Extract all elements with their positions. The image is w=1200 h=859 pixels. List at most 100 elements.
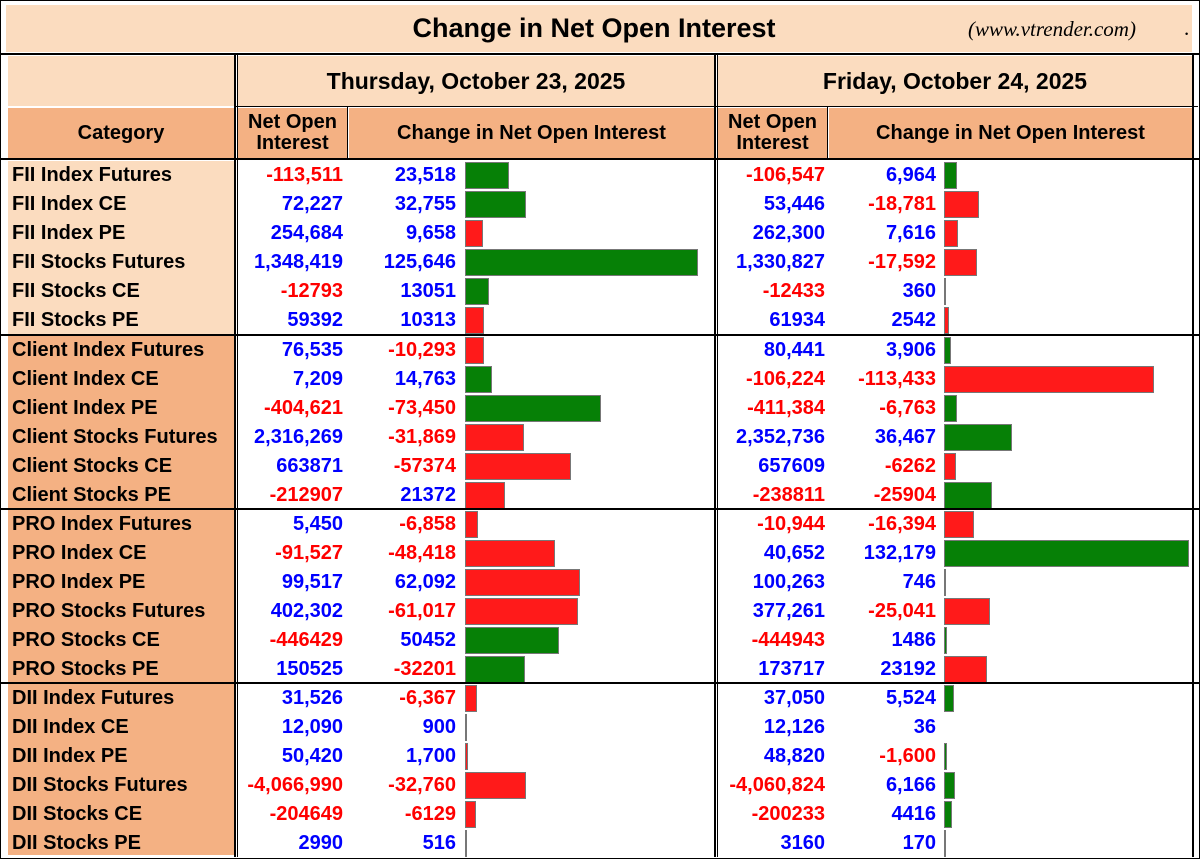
category-label: DII Index PE [12, 745, 128, 767]
noi-day2: 262,300 [752, 222, 825, 244]
change-day2: 5,524 [885, 687, 936, 709]
noi-day1: -91,527 [275, 542, 343, 564]
change-bar-day1 [465, 540, 555, 567]
category-label: PRO Stocks PE [12, 658, 159, 680]
change-day1: -10,293 [388, 339, 456, 361]
change-day2: 4416 [891, 803, 937, 825]
noi-day1: 150525 [276, 658, 343, 680]
change-bar-day2 [944, 772, 955, 799]
noi-day2: 1,330,827 [736, 251, 825, 273]
change-bar-day2 [944, 191, 979, 218]
category-label: FII Index CE [12, 193, 127, 215]
change-bar-day2 [944, 278, 946, 305]
change-day2: 132,179 [863, 542, 936, 564]
header-noi-day2: Net Open Interest [718, 108, 827, 158]
change-bar-day2 [944, 220, 958, 247]
change-day1: 13051 [400, 280, 456, 302]
noi-day1: 5,450 [292, 513, 343, 535]
change-bar-day2 [944, 569, 946, 596]
col-divider-category-inner [237, 55, 238, 857]
change-day2: 7,616 [885, 222, 936, 244]
change-bar-day1 [465, 453, 571, 480]
change-day1: -73,450 [388, 397, 456, 419]
noi-day1: 72,227 [281, 193, 343, 215]
title-bar [6, 5, 1192, 52]
change-bar-day2 [944, 482, 992, 509]
change-bar-day1 [465, 598, 578, 625]
change-day1: 32,755 [394, 193, 456, 215]
change-day1: -31,869 [388, 426, 456, 448]
header-change-day2: Change in Net Open Interest [829, 108, 1192, 158]
change-day2: 23192 [880, 658, 936, 680]
change-bar-day2 [944, 424, 1012, 451]
change-day1: -6,858 [399, 513, 456, 535]
change-bar-day1 [465, 743, 468, 770]
noi-day2: -238811 [752, 484, 825, 506]
change-day1: 125,646 [383, 251, 456, 273]
category-label: DII Index CE [12, 716, 129, 738]
category-label: Client Index Futures [12, 339, 205, 361]
change-day2: 36 [913, 716, 936, 738]
change-day1: 50452 [400, 629, 456, 651]
noi-day2: -10,944 [757, 513, 825, 535]
change-day1: 9,658 [405, 222, 456, 244]
noi-day1: 1,348,419 [254, 251, 343, 273]
category-label: DII Stocks PE [12, 832, 141, 854]
group-bg-fii [8, 161, 234, 334]
category-label: DII Stocks CE [12, 803, 143, 825]
change-bar-day1 [465, 220, 483, 247]
noi-day1: 76,535 [281, 339, 343, 361]
noi-day1: -113,511 [266, 164, 343, 186]
change-bar-day1 [465, 424, 524, 451]
title-dot: . [1184, 16, 1190, 40]
category-label: FII Stocks CE [12, 280, 140, 302]
change-day1: 21372 [400, 484, 456, 506]
change-bar-day1 [465, 830, 467, 857]
category-label: Client Index PE [12, 397, 158, 419]
noi-day2: 173717 [758, 658, 825, 680]
change-bar-day1 [465, 714, 467, 741]
col-divider-noi2 [827, 107, 828, 160]
noi-day1: 59392 [287, 309, 343, 331]
change-bar-day2 [944, 801, 952, 828]
title-divider [0, 53, 1200, 55]
group-bg-dii [8, 684, 234, 855]
change-bar-day1 [465, 511, 478, 538]
change-bar-day1 [465, 162, 509, 189]
change-day1: 1,700 [405, 745, 456, 767]
noi-day2: 61934 [769, 309, 825, 331]
group-divider-1 [0, 334, 1200, 336]
change-day1: -6129 [404, 803, 456, 825]
noi-day1: 12,090 [281, 716, 343, 738]
noi-day2: -444943 [751, 629, 825, 651]
change-day2: 1486 [891, 629, 937, 651]
col-divider-category [234, 55, 236, 857]
noi-day2: 2,352,736 [736, 426, 825, 448]
noi-day2: 12,126 [763, 716, 825, 738]
change-day2: 36,467 [874, 426, 936, 448]
change-day2: -113,433 [858, 368, 936, 390]
col-divider-day-inner [717, 55, 718, 857]
change-bar-day1 [465, 627, 559, 654]
change-day2: 6,166 [885, 774, 936, 796]
change-bar-day1 [465, 395, 601, 422]
change-day2: 360 [902, 280, 936, 302]
change-day2: 2542 [891, 309, 937, 331]
change-bar-day2 [944, 598, 990, 625]
noi-day2: 657609 [758, 455, 825, 477]
noi-day1: -204649 [269, 803, 343, 825]
noi-day2: -106,547 [746, 164, 825, 186]
group-bg-client [8, 336, 234, 508]
change-bar-day1 [465, 482, 505, 509]
page-title: Change in Net Open Interest [412, 13, 776, 44]
change-bar-day1 [465, 772, 526, 799]
change-day1: 10313 [400, 309, 456, 331]
change-day1: -61,017 [388, 600, 456, 622]
col-divider-day [714, 55, 716, 857]
category-label: PRO Stocks CE [12, 629, 160, 651]
change-bar-day2 [944, 453, 956, 480]
change-day1: -32201 [393, 658, 456, 680]
change-bar-day1 [465, 366, 492, 393]
category-label: PRO Stocks Futures [12, 600, 206, 622]
change-bar-day2 [944, 337, 951, 364]
